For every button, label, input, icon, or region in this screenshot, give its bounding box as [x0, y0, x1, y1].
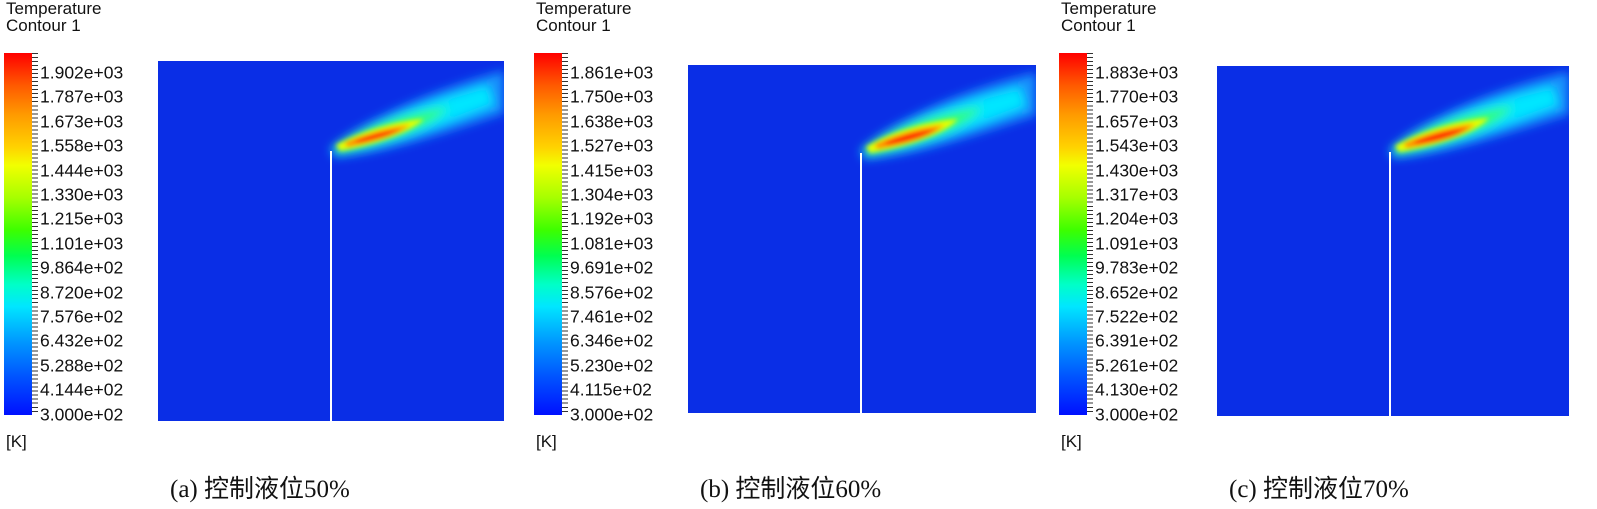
colorbar-label: 1.527e+03 [570, 135, 654, 156]
colorbar-label: 1.091e+03 [1095, 233, 1179, 254]
legend-title-line2: Contour 1 [6, 16, 81, 35]
unit-label: [K] [1061, 432, 1082, 451]
panel-b: Temperature Contour 1 1.861e+03 1.750e+0… [530, 0, 1062, 509]
colorbar-label: 4.144e+02 [40, 379, 124, 400]
colorbar-label: 3.000e+02 [40, 403, 124, 424]
flame-core [336, 119, 424, 151]
colorbar-ticks [32, 53, 38, 415]
colorbar-label: 3.000e+02 [1095, 403, 1179, 424]
colorbar-label: 1.750e+03 [570, 86, 654, 107]
panel-c: Temperature Contour 1 1.883e+03 1.770e+0… [1055, 0, 1587, 509]
temperature-contour-plot [158, 61, 504, 421]
colorbar [1059, 53, 1087, 415]
colorbar-label: 1.883e+03 [1095, 62, 1179, 83]
colorbar-label: 5.288e+02 [40, 355, 124, 376]
panel-a: Temperature Contour 1 1.902e+03 1.787e+0… [0, 0, 532, 509]
colorbar-label: 9.864e+02 [40, 257, 124, 278]
colorbar-label: 1.787e+03 [40, 86, 124, 107]
colorbar [534, 53, 562, 415]
colorbar-label: 1.101e+03 [40, 233, 124, 254]
colorbar-label: 1.861e+03 [570, 62, 654, 83]
colorbar-label: 1.430e+03 [1095, 159, 1179, 180]
colorbar-label: 1.902e+03 [40, 62, 124, 83]
temperature-contour-plot [688, 65, 1036, 413]
colorbar-label: 1.192e+03 [570, 208, 654, 229]
colorbar-label: 1.657e+03 [1095, 111, 1179, 132]
colorbar-label: 7.576e+02 [40, 306, 124, 327]
colorbar-label: 7.522e+02 [1095, 306, 1179, 327]
colorbar-label: 5.230e+02 [570, 355, 654, 376]
legend-title-line2: Contour 1 [536, 16, 611, 35]
colorbar-label: 1.415e+03 [570, 159, 654, 180]
colorbar-ticks [562, 53, 568, 415]
colorbar-label: 1.770e+03 [1095, 86, 1179, 107]
caption: (c) 控制液位70% [1229, 476, 1409, 503]
unit-label: [K] [6, 432, 27, 451]
legend-title: Temperature Contour 1 [536, 0, 631, 34]
colorbar-label: 1.330e+03 [40, 184, 124, 205]
colorbar-label: 8.652e+02 [1095, 281, 1179, 302]
colorbar-label: 5.261e+02 [1095, 355, 1179, 376]
colorbar-label: 1.317e+03 [1095, 184, 1179, 205]
colorbar-label: 1.638e+03 [570, 111, 654, 132]
legend-title-line2: Contour 1 [1061, 16, 1136, 35]
colorbar-label: 1.673e+03 [40, 111, 124, 132]
colorbar-label: 1.444e+03 [40, 159, 124, 180]
colorbar-label: 1.304e+03 [570, 184, 654, 205]
colorbar-label: 9.783e+02 [1095, 257, 1179, 278]
colorbar-label: 6.432e+02 [40, 330, 124, 351]
colorbar-label: 7.461e+02 [570, 306, 654, 327]
colorbar-label: 4.115e+02 [570, 379, 652, 400]
colorbar [4, 53, 32, 415]
colorbar-label: 8.720e+02 [40, 281, 124, 302]
colorbar-label: 4.130e+02 [1095, 379, 1179, 400]
colorbar-label: 6.346e+02 [570, 330, 654, 351]
colorbar-label: 6.391e+02 [1095, 330, 1179, 351]
caption: (a) 控制液位50% [170, 476, 350, 503]
legend-title-line1: Temperature [6, 0, 102, 18]
colorbar-label: 8.576e+02 [570, 281, 654, 302]
colorbar-label: 3.000e+02 [570, 403, 654, 424]
colorbar-label: 1.215e+03 [40, 208, 124, 229]
colorbar-label: 9.691e+02 [570, 257, 654, 278]
flame-core [866, 119, 958, 153]
legend-title: Temperature Contour 1 [6, 0, 101, 34]
legend-title: Temperature Contour 1 [1061, 0, 1156, 34]
colorbar-label: 1.081e+03 [570, 233, 654, 254]
legend-title-line1: Temperature [536, 0, 632, 18]
unit-label: [K] [536, 432, 557, 451]
colorbar-label: 1.204e+03 [1095, 208, 1179, 229]
flame-core [1395, 118, 1489, 152]
colorbar-ticks [1087, 53, 1093, 415]
temperature-contour-plot [1217, 66, 1569, 416]
colorbar-label: 1.558e+03 [40, 135, 124, 156]
colorbar-label: 1.543e+03 [1095, 135, 1179, 156]
caption: (b) 控制液位60% [700, 476, 882, 503]
legend-title-line1: Temperature [1061, 0, 1157, 18]
